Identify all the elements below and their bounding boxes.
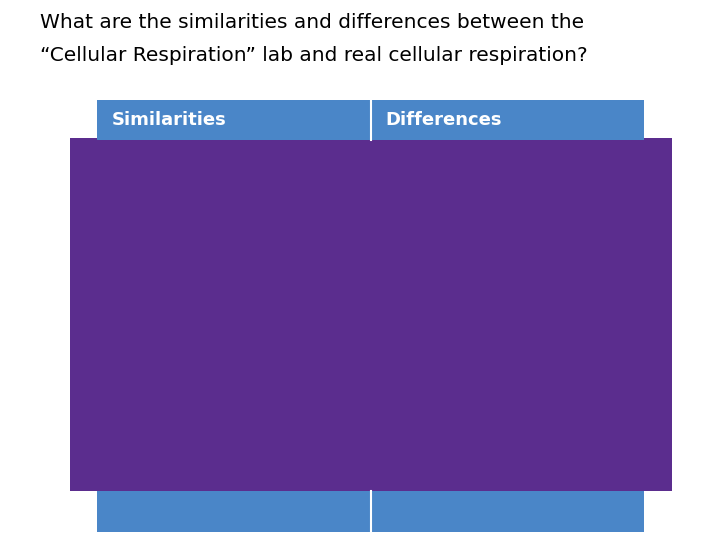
Text: “Cellular Respiration” lab and real cellular respiration?: “Cellular Respiration” lab and real cell… — [40, 46, 588, 65]
Bar — [371, 100, 644, 140]
Bar — [70, 138, 672, 491]
Bar — [97, 491, 371, 532]
Bar — [97, 100, 371, 140]
Bar — [371, 491, 644, 532]
Text: Similarities: Similarities — [112, 111, 226, 129]
Text: Differences: Differences — [385, 111, 502, 129]
Text: What are the similarities and differences between the: What are the similarities and difference… — [40, 14, 584, 32]
